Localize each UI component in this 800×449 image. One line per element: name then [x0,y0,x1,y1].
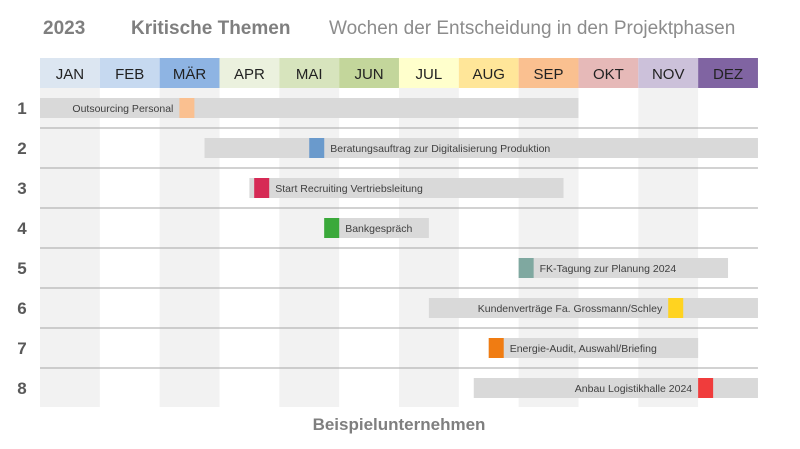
milestone-marker [518,258,534,278]
month-header-cell [279,58,340,88]
task-bar [324,218,429,238]
milestone-marker [324,218,340,238]
task-label: Bankgespräch [345,223,412,235]
month-label: APR [234,66,265,83]
row-number: 8 [17,379,26,398]
row-number: 1 [17,99,26,118]
month-header-cell [458,58,519,88]
task-label: FK-Tagung zur Planung 2024 [540,263,677,275]
month-header-cell [99,58,160,88]
month-label: JUL [416,66,443,83]
row-number: 2 [17,139,26,158]
row-number: 5 [17,259,26,278]
month-label: DEZ [713,66,743,83]
month-label: OKT [593,66,624,83]
row-number: 4 [17,219,27,238]
row-number: 7 [17,339,26,358]
task-label: Kundenverträge Fa. Grossmann/Schley [478,303,663,315]
row-number: 6 [17,299,26,318]
month-header-cell [698,58,758,88]
chart-subtitle: Wochen der Entscheidung in den Projektph… [329,18,736,39]
task-label: Beratungsauftrag zur Digitalisierung Pro… [330,143,550,155]
task-label: Energie-Audit, Auswahl/Briefing [510,343,657,355]
month-header-cell [398,58,459,88]
task-bar [249,178,564,198]
month-header-cell [339,58,399,88]
month-label: SEP [534,66,564,83]
task-label: Anbau Logistikhalle 2024 [575,383,693,395]
milestone-marker [698,378,714,398]
month-header-cell [40,58,100,88]
month-label: MAI [296,66,323,83]
milestone-marker [309,138,325,158]
milestone-marker [179,98,195,118]
task-bar [473,378,758,398]
month-label: JAN [56,66,84,83]
month-label: JUN [354,66,383,83]
row-number: 3 [17,179,26,198]
month-label: FEB [115,66,144,83]
task-label: Outsourcing Personal [72,103,173,115]
month-header-cell [219,58,280,88]
month-header-cell [518,58,579,88]
milestone-marker [254,178,270,198]
milestone-marker [668,298,684,318]
task-bar [40,98,579,118]
month-header-cell [638,58,699,88]
chart-year: 2023 [43,18,86,39]
milestone-marker [488,338,504,358]
task-label: Start Recruiting Vertriebsleitung [275,183,423,195]
chart-title: Kritische Themen [131,18,291,39]
task-bar [204,138,758,158]
month-label: AUG [472,66,505,83]
month-label: MÄR [173,66,207,83]
task-bar [518,258,729,278]
month-header-cell [159,58,220,88]
month-label: NOV [652,66,685,83]
month-header-cell [578,58,639,88]
task-bar [488,338,699,358]
chart-footer: Beispielunternehmen [312,415,486,434]
